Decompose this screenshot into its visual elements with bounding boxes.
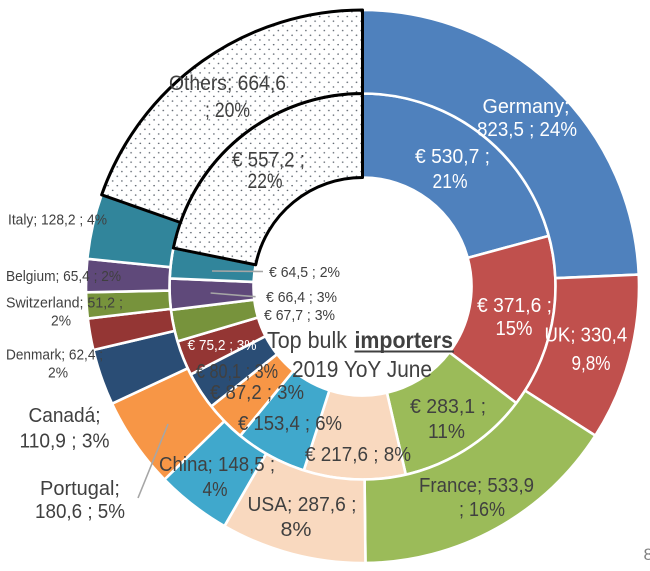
- svg-text:€ 217,6 ; 8%: € 217,6 ; 8%: [305, 444, 411, 466]
- svg-text:180,6 ; 5%: 180,6 ; 5%: [35, 501, 125, 523]
- svg-text:11%: 11%: [428, 421, 465, 443]
- svg-text:22%: 22%: [248, 170, 283, 193]
- svg-text:Belgium; 65,4 ; 2%: Belgium; 65,4 ; 2%: [6, 268, 121, 285]
- svg-text:UK; 330,4 ;: UK; 330,4 ;: [545, 325, 638, 347]
- svg-text:China; 148,5 ;: China; 148,5 ;: [159, 454, 275, 476]
- svg-text:; 16%: ; 16%: [459, 499, 505, 521]
- svg-text:Switzerland; 51,2 ;: Switzerland; 51,2 ;: [6, 295, 123, 312]
- svg-text:9,8%: 9,8%: [572, 353, 611, 375]
- svg-text:2019 YoY June: 2019 YoY June: [292, 356, 432, 382]
- svg-text:Others; 664,6: Others; 664,6: [169, 72, 286, 95]
- svg-text:€ 64,5 ; 2%: € 64,5 ; 2%: [269, 264, 340, 281]
- svg-text:France; 533,9: France; 533,9: [419, 475, 534, 497]
- svg-text:Germany;: Germany;: [483, 96, 570, 118]
- svg-text:Italy; 128,2 ; 4%: Italy; 128,2 ; 4%: [8, 212, 107, 229]
- svg-text:€ 153,4 ; 6%: € 153,4 ; 6%: [238, 413, 342, 435]
- svg-text:110,9 ; 3%: 110,9 ; 3%: [20, 431, 110, 453]
- svg-text:€ 67,7 ; 3%: € 67,7 ; 3%: [264, 307, 335, 324]
- svg-text:importers: importers: [355, 327, 454, 353]
- svg-text:€ 87,2 ; 3%: € 87,2 ; 3%: [210, 382, 304, 404]
- svg-text:8: 8: [644, 545, 650, 564]
- svg-text:Denmark; 62,4 ;: Denmark; 62,4 ;: [6, 347, 103, 364]
- svg-text:8%: 8%: [281, 519, 312, 541]
- svg-text:USA; 287,6 ;: USA; 287,6 ;: [248, 494, 357, 516]
- svg-text:2%: 2%: [48, 365, 68, 382]
- svg-text:Top bulk: Top bulk: [267, 327, 347, 353]
- svg-text:€ 66,4 ; 3%: € 66,4 ; 3%: [266, 289, 337, 306]
- svg-text:Portugal;: Portugal;: [40, 478, 120, 500]
- svg-text:Canadá;: Canadá;: [29, 405, 101, 427]
- svg-text:15%: 15%: [496, 318, 533, 340]
- svg-text:823,5 ; 24%: 823,5 ; 24%: [477, 119, 577, 141]
- svg-text:€ 283,1 ;: € 283,1 ;: [410, 396, 486, 418]
- svg-text:2%: 2%: [51, 313, 71, 330]
- svg-text:; 20%: ; 20%: [205, 99, 250, 122]
- svg-text:21%: 21%: [433, 171, 468, 193]
- svg-text:€ 557,2 ;: € 557,2 ;: [232, 149, 305, 172]
- svg-text:€ 371,6 ;: € 371,6 ;: [477, 295, 552, 317]
- svg-text:€ 80,1 ; 3%: € 80,1 ; 3%: [196, 361, 278, 383]
- svg-text:€ 530,7 ;: € 530,7 ;: [415, 146, 490, 168]
- svg-text:4%: 4%: [203, 479, 228, 501]
- svg-text:€ 75,2 ; 3%: € 75,2 ; 3%: [188, 337, 257, 354]
